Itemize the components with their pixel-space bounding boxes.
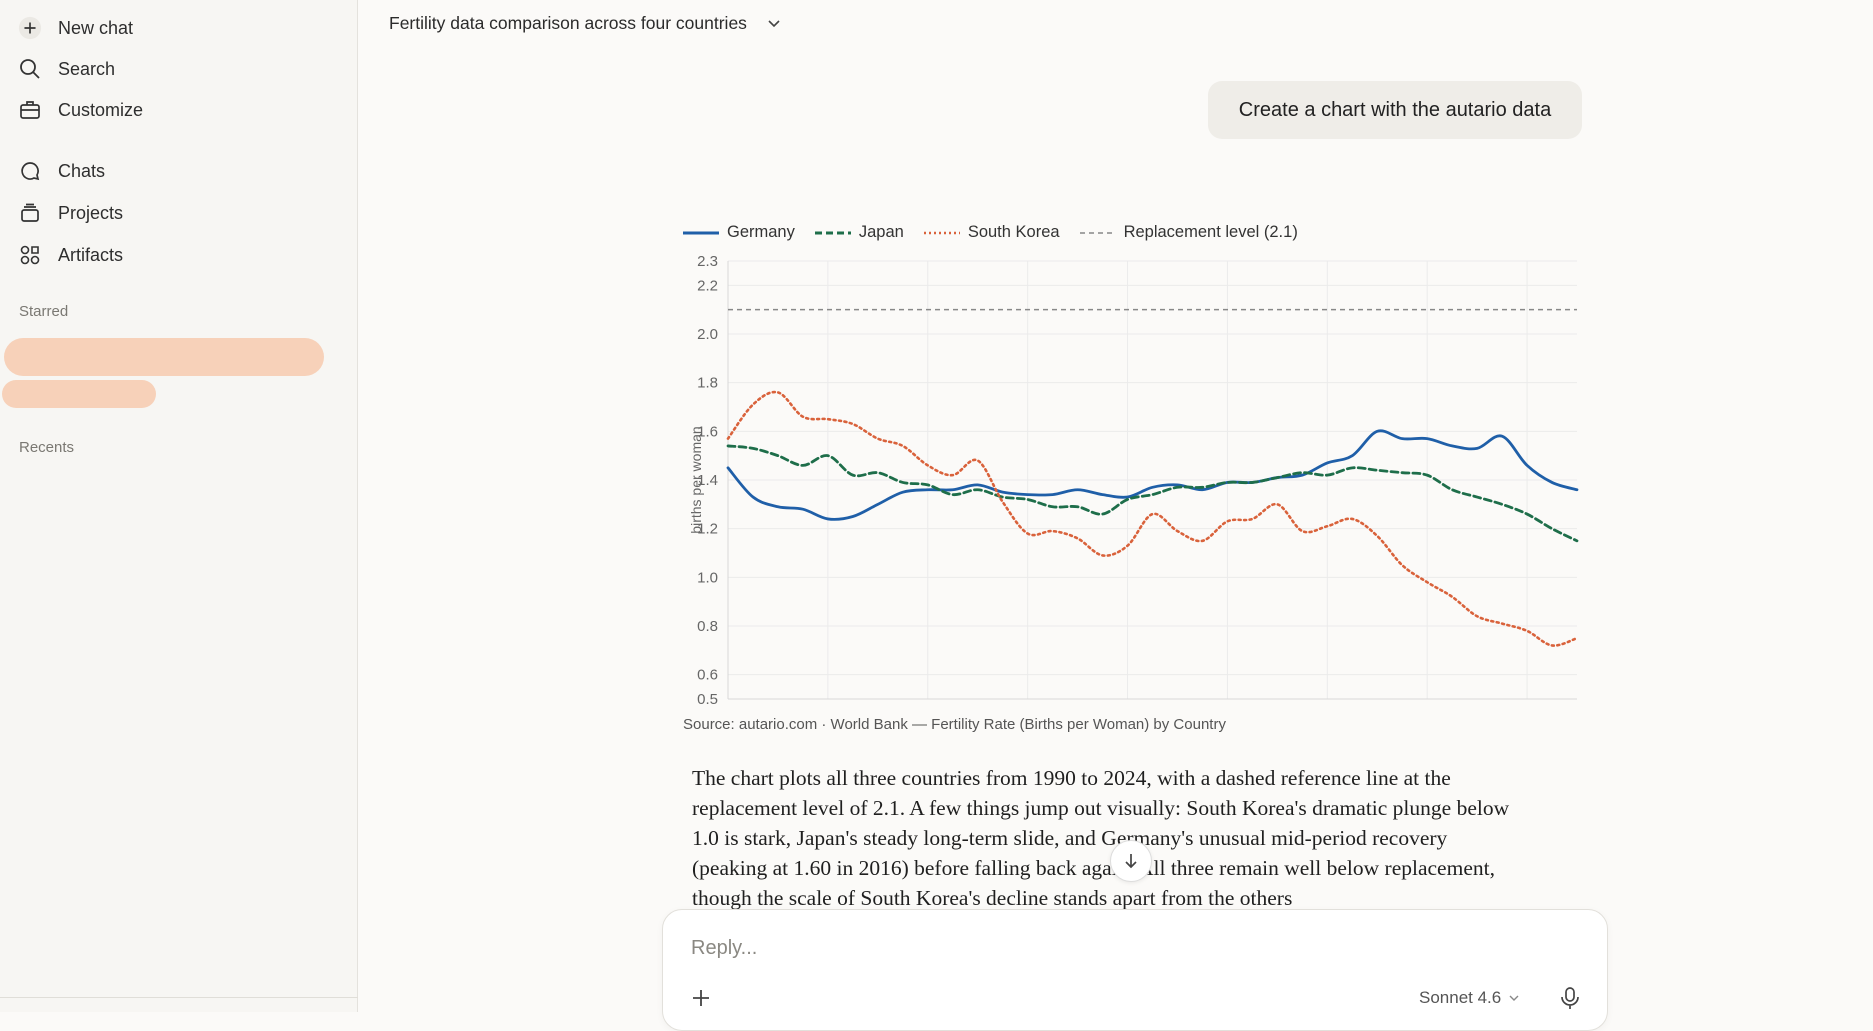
legend-item-japan: Japan xyxy=(814,223,904,242)
sidebar-item-customize[interactable]: Customize xyxy=(18,98,143,122)
divider xyxy=(0,997,358,998)
plus-icon xyxy=(693,990,709,1006)
chart-source: Source: autario.com · World Bank — Ferti… xyxy=(683,716,1226,733)
y-tick-label: 1.2 xyxy=(697,521,718,538)
chat-bubble-icon xyxy=(18,159,42,183)
y-tick-label: 1.4 xyxy=(697,472,718,489)
search-icon xyxy=(18,57,42,81)
legend-swatch-reference xyxy=(1079,231,1116,234)
y-tick-label: 2.2 xyxy=(697,277,718,294)
microphone-icon xyxy=(1561,987,1579,1009)
y-axis-label: births per woman xyxy=(688,426,704,533)
sidebar-item-label: Search xyxy=(58,58,116,79)
y-tick-label: 0.8 xyxy=(697,618,718,635)
legend-label: Japan xyxy=(858,223,904,241)
fertility-line-chart: 2.32.22.01.81.61.41.21.00.80.60.51990199… xyxy=(688,255,1579,708)
legend-item-south-korea: South Korea xyxy=(923,223,1060,242)
folder-stack-icon xyxy=(18,201,42,225)
chart-legend: Germany Japan South Korea Replacement le… xyxy=(683,223,1318,242)
y-tick-label: 0.6 xyxy=(697,667,718,684)
legend-swatch-dotted xyxy=(923,231,960,234)
sidebar-item-label: Customize xyxy=(58,99,144,120)
reply-composer: Sonnet 4.6 xyxy=(662,909,1608,1031)
legend-swatch-solid xyxy=(683,231,719,234)
redacted-starred-item[interactable] xyxy=(2,380,156,408)
artifacts-icon xyxy=(18,243,42,267)
sidebar-item-label: Chats xyxy=(58,160,106,181)
y-tick-label: 1.0 xyxy=(697,569,718,586)
scroll-to-bottom-button[interactable] xyxy=(1110,840,1152,882)
voice-input-button[interactable] xyxy=(1559,986,1581,1015)
sidebar-item-chats[interactable]: Chats xyxy=(18,159,105,183)
y-tick-label: 1.8 xyxy=(697,375,718,392)
chevron-down-icon xyxy=(1509,995,1519,1001)
legend-item-germany: Germany xyxy=(683,223,795,242)
starred-section-label: Starred xyxy=(19,303,69,320)
attach-button[interactable] xyxy=(691,988,711,1013)
y-tick-label: 2.0 xyxy=(697,326,718,343)
sidebar-item-label: New chat xyxy=(58,17,134,38)
arrow-down-icon xyxy=(1125,854,1137,869)
sidebar-item-new-chat[interactable]: New chat xyxy=(18,16,133,40)
sidebar-item-artifacts[interactable]: Artifacts xyxy=(18,243,123,267)
sidebar-item-search[interactable]: Search xyxy=(18,57,115,81)
y-tick-label: 2.3 xyxy=(697,255,718,270)
sidebar-item-label: Projects xyxy=(58,202,124,223)
legend-label: South Korea xyxy=(967,223,1060,241)
model-selector[interactable]: Sonnet 4.6 xyxy=(1419,988,1519,1008)
assistant-answer-text: The chart plots all three countries from… xyxy=(692,766,1510,910)
series-line-south-korea xyxy=(726,390,1579,647)
model-name: Sonnet 4.6 xyxy=(1419,988,1502,1007)
legend-label: Replacement level (2.1) xyxy=(1123,223,1298,241)
series-line-germany xyxy=(726,429,1579,521)
conversation-title-dropdown[interactable]: Fertility data comparison across four co… xyxy=(389,13,781,34)
briefcase-icon xyxy=(18,98,42,122)
sidebar-item-projects[interactable]: Projects xyxy=(18,201,123,225)
series-line-japan xyxy=(726,444,1579,543)
y-tick-label: 0.5 xyxy=(697,691,718,708)
sidebar-item-label: Artifacts xyxy=(58,244,124,265)
chevron-down-icon xyxy=(767,13,781,34)
plus-icon xyxy=(18,16,42,40)
legend-label: Germany xyxy=(727,223,795,241)
redacted-starred-item[interactable] xyxy=(4,338,324,376)
y-tick-label: 1.6 xyxy=(697,423,718,440)
user-message-text: Create a chart with the autario data xyxy=(1238,98,1552,121)
legend-swatch-dashed xyxy=(814,231,851,234)
user-message-bubble: Create a chart with the autario data xyxy=(1208,81,1582,139)
sidebar: New chat Search Customize Chats Projects… xyxy=(0,0,358,1012)
recents-section-label: Recents xyxy=(19,439,75,456)
page-title: Fertility data comparison across four co… xyxy=(389,13,747,33)
legend-item-replacement: Replacement level (2.1) xyxy=(1079,223,1298,242)
reply-input[interactable] xyxy=(689,936,1393,961)
